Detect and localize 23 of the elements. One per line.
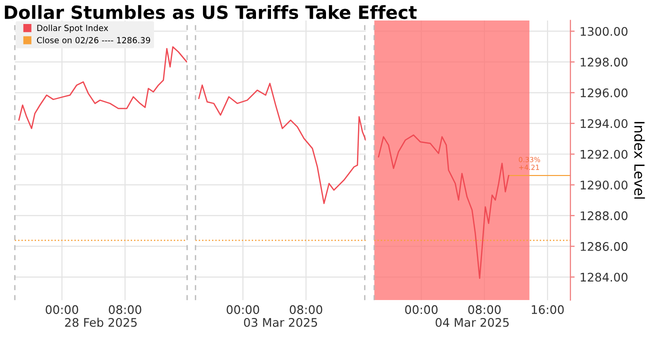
y-tick-label: 1290.00 [580, 180, 628, 190]
legend-label: Dollar Spot Index [37, 24, 108, 33]
x-tick-label: 00:00 [46, 305, 78, 314]
y-tick-label: 1300.00 [580, 26, 628, 36]
x-axis-title: 04 Mar 2025 [436, 318, 509, 327]
y-tick-label: 1284.00 [580, 272, 628, 282]
legend-label: Close on 02/26 ---- 1286.39 [36, 36, 150, 44]
x-axis-title: 28 Feb 2025 [65, 318, 137, 327]
y-tick-label: 1298.00 [580, 58, 628, 67]
x-tick-label: 08:00 [468, 305, 501, 314]
x-axis-title: 03 Mar 2025 [244, 318, 318, 327]
chart-title: Dollar Stumbles as US Tariffs Take Effect [4, 5, 417, 20]
x-tick-label: 08:00 [290, 305, 322, 314]
x-tick-label: 00:00 [405, 305, 438, 314]
y-tick-label: 1294.00 [580, 119, 628, 128]
y-tick-label: 1292.00 [580, 150, 628, 159]
y-tick-label: 1288.00 [580, 211, 628, 220]
y-tick-label: 1286.00 [580, 242, 628, 251]
y-tick-label: 1296.00 [580, 88, 628, 98]
x-tick-label: 08:00 [108, 305, 142, 314]
x-tick-label: 16:00 [532, 305, 564, 314]
y-axis-title: Index Level [634, 122, 645, 199]
x-tick-label: 00:00 [226, 305, 260, 314]
